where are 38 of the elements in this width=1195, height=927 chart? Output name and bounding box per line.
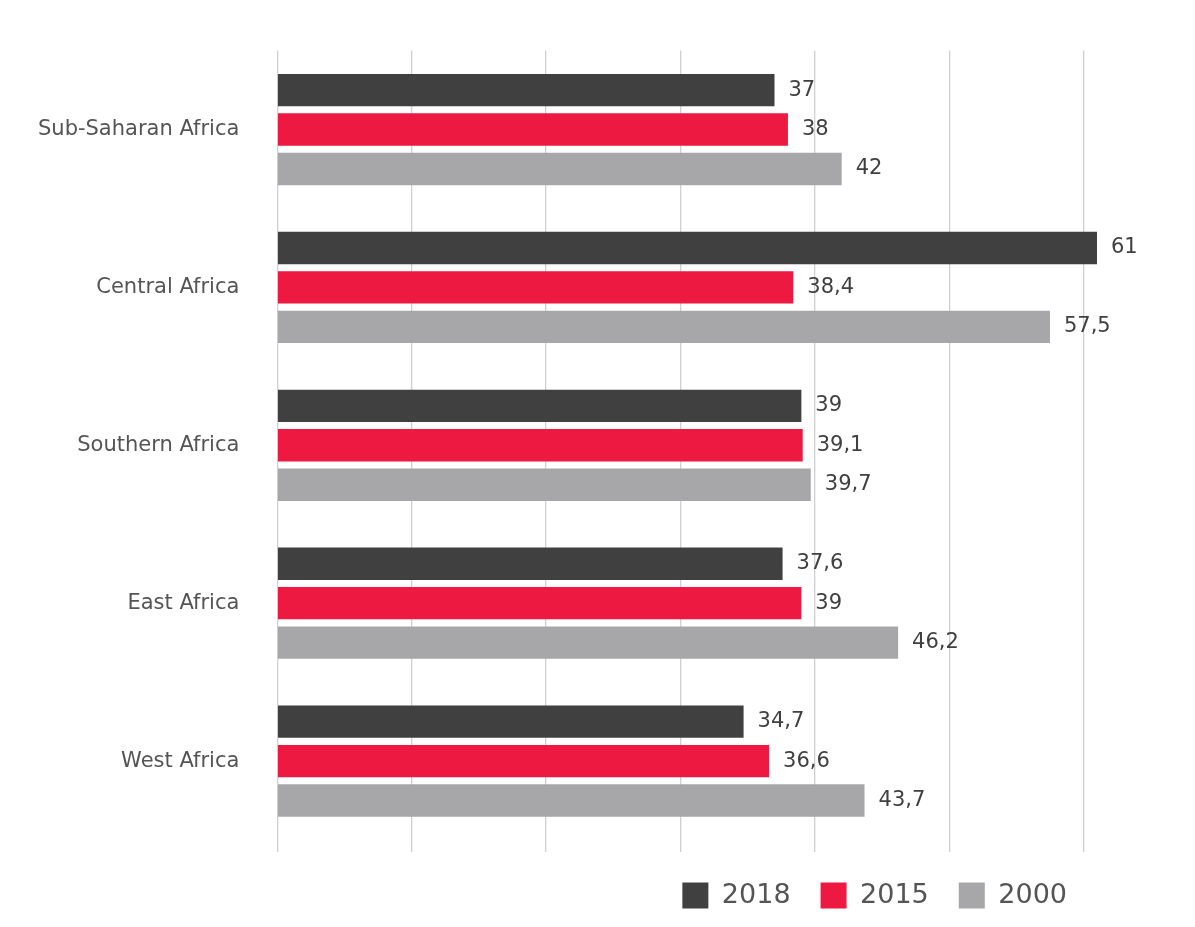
- bar: [277, 626, 899, 659]
- data-label: 39: [815, 392, 843, 417]
- data-label: 57,5: [1063, 313, 1111, 338]
- legend-label: 2018: [721, 877, 791, 909]
- legend-label: 2000: [998, 877, 1068, 909]
- data-label: 46,2: [912, 629, 959, 654]
- bar: [277, 113, 788, 146]
- y-tick-label: Sub-Saharan Africa: [37, 115, 240, 140]
- data-label: 37: [788, 76, 816, 101]
- bar: [277, 744, 770, 778]
- bar: [277, 231, 1097, 265]
- data-label: 42: [855, 155, 883, 180]
- data-label: 39,7: [824, 471, 872, 496]
- bar: [277, 468, 811, 501]
- data-label: 61: [1111, 234, 1138, 259]
- data-label: 36,6: [783, 747, 830, 772]
- bar: [277, 547, 783, 580]
- data-label: 39: [815, 589, 843, 614]
- data-label: 38,4: [807, 273, 855, 298]
- bar: [277, 389, 802, 423]
- bar: [277, 271, 794, 304]
- bar: [277, 705, 744, 738]
- data-label: 37,6: [796, 550, 844, 575]
- y-tick-label: East Africa: [127, 589, 240, 614]
- data-label: 39,1: [816, 431, 864, 456]
- data-label: 38: [801, 115, 829, 140]
- y-tick-label: Southern Africa: [77, 431, 240, 456]
- y-tick-label: Central Africa: [96, 273, 240, 298]
- y-tick-label: West Africa: [121, 747, 240, 772]
- bar: [277, 784, 865, 817]
- bar: [277, 310, 1050, 344]
- bar: [277, 73, 775, 107]
- legend-label: 2015: [860, 877, 929, 909]
- bar: [277, 587, 802, 620]
- data-label: 34,7: [757, 708, 805, 733]
- data-label: 43,7: [878, 786, 926, 811]
- bar: [277, 152, 842, 186]
- bar: [277, 429, 803, 462]
